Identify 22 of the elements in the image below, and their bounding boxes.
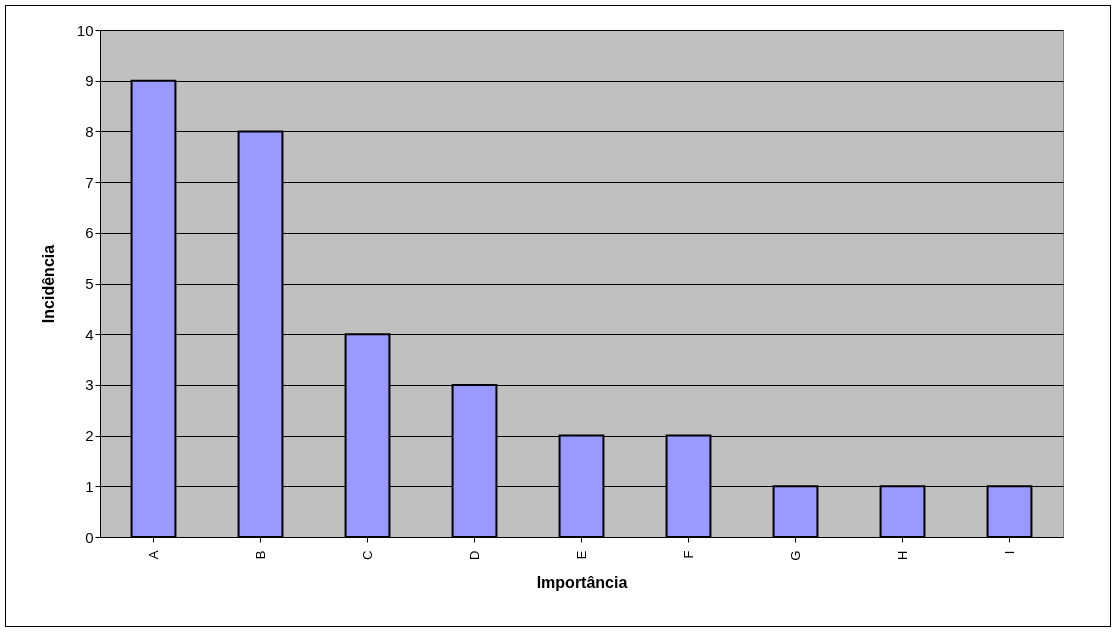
x-tick-label: H bbox=[894, 550, 910, 560]
y-tick-label: 7 bbox=[85, 173, 94, 191]
x-tick-label: G bbox=[787, 550, 803, 561]
y-tick-label: 10 bbox=[76, 21, 94, 39]
y-tick-label: 4 bbox=[85, 325, 94, 343]
y-tick-label: 0 bbox=[85, 528, 94, 546]
y-tick-label: 2 bbox=[85, 427, 94, 445]
y-tick-label: 3 bbox=[85, 376, 94, 394]
y-tick-label: 8 bbox=[85, 122, 94, 140]
x-axis-title: Importância bbox=[536, 573, 628, 591]
x-tick-label: E bbox=[573, 550, 589, 560]
y-tick-label: 5 bbox=[85, 275, 94, 292]
x-tick-label: C bbox=[359, 550, 375, 560]
y-tick-label: 9 bbox=[85, 72, 94, 90]
x-tick-label: D bbox=[466, 550, 482, 560]
x-tick-label: F bbox=[680, 550, 696, 559]
x-tick-label: I bbox=[1001, 550, 1017, 555]
x-tick-label: B bbox=[252, 550, 268, 560]
y-tick-label: 1 bbox=[85, 477, 94, 495]
x-tick-label: A bbox=[145, 550, 161, 560]
y-tick-label: 6 bbox=[85, 224, 94, 242]
y-axis-title: Incidência bbox=[39, 244, 57, 324]
